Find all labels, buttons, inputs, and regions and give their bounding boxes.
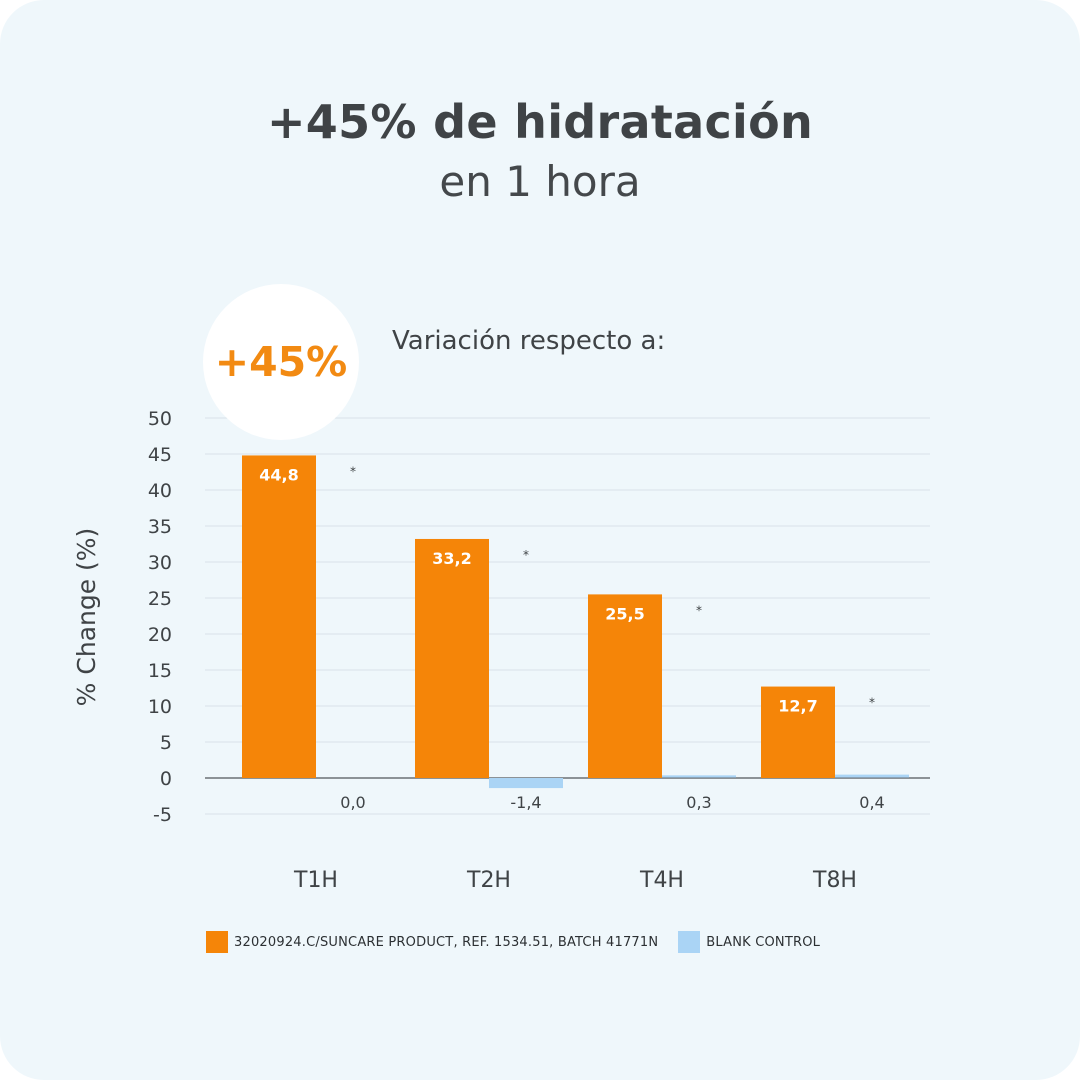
significance-marker: * xyxy=(350,464,356,478)
chart-legend: 32020924.C/SUNCARE PRODUCT, REF. 1534.51… xyxy=(206,931,820,953)
data-label-control: -1,4 xyxy=(510,793,541,812)
title-headline: +45% de hidratación xyxy=(266,95,814,149)
data-label-control: 0,4 xyxy=(859,793,884,812)
legend-item-product: 32020924.C/SUNCARE PRODUCT, REF. 1534.51… xyxy=(206,931,658,953)
y-tick-label: 45 xyxy=(148,444,172,466)
x-tick-label: T8H xyxy=(812,868,857,893)
legend-item-control: BLANK CONTROL xyxy=(678,931,820,953)
y-tick-label: -5 xyxy=(153,804,172,826)
significance-marker: * xyxy=(869,696,875,710)
y-tick-label: 40 xyxy=(148,480,172,502)
data-labels: 44,8 0,0 * 33,2 -1,4 * 25,5 0,3 * 12,7 0,4 * xyxy=(259,464,884,812)
axes: -5 0 5 10 15 20 25 30 35 40 45 50 % Change (%) T1H T2H… xyxy=(72,408,857,893)
y-tick-label: 35 xyxy=(148,516,172,538)
y-tick-label: 50 xyxy=(148,408,172,430)
y-tick-label: 0 xyxy=(160,768,172,790)
x-tick-label: T4H xyxy=(639,868,684,893)
y-tick-label: 10 xyxy=(148,696,172,718)
y-tick-label: 25 xyxy=(148,588,172,610)
data-label-control: 0,0 xyxy=(340,793,365,812)
x-tick-label: T2H xyxy=(466,868,511,893)
chart-caption: Variación respecto a: xyxy=(392,326,666,356)
bar-product-t4h xyxy=(588,594,662,778)
bar-product-t1h xyxy=(242,455,316,778)
bar-control-t8h xyxy=(835,774,909,778)
legend-swatch-control xyxy=(678,931,701,953)
page-title: +45% de hidratación en 1 hora xyxy=(0,92,1080,212)
badge-text: +45% xyxy=(214,338,348,386)
title-subline: en 1 hora xyxy=(439,157,641,206)
y-tick-label: 15 xyxy=(148,660,172,682)
significance-marker: * xyxy=(696,603,702,617)
bar-product-t8h xyxy=(761,686,835,778)
highlight-badge: +45% xyxy=(203,284,359,440)
data-label-product: 25,5 xyxy=(605,604,644,623)
y-tick-label: 5 xyxy=(160,732,172,754)
bar-product-t2h xyxy=(415,538,489,778)
y-axis-label: % Change (%) xyxy=(72,528,101,707)
bar-control-t2h xyxy=(489,778,563,789)
data-label-control: 0,3 xyxy=(686,793,711,812)
data-label-product: 44,8 xyxy=(259,465,298,484)
data-label-product: 12,7 xyxy=(778,697,817,716)
data-label-product: 33,2 xyxy=(432,549,471,568)
bar-control-t4h xyxy=(662,775,736,778)
y-tick-label: 30 xyxy=(148,552,172,574)
bars xyxy=(242,455,909,789)
y-tick-label: 20 xyxy=(148,624,172,646)
x-tick-label: T1H xyxy=(293,868,338,893)
legend-label-product: 32020924.C/SUNCARE PRODUCT, REF. 1534.51… xyxy=(234,934,659,950)
legend-label-control: BLANK CONTROL xyxy=(706,934,821,950)
legend-swatch-product xyxy=(206,931,228,953)
significance-marker: * xyxy=(523,548,529,562)
